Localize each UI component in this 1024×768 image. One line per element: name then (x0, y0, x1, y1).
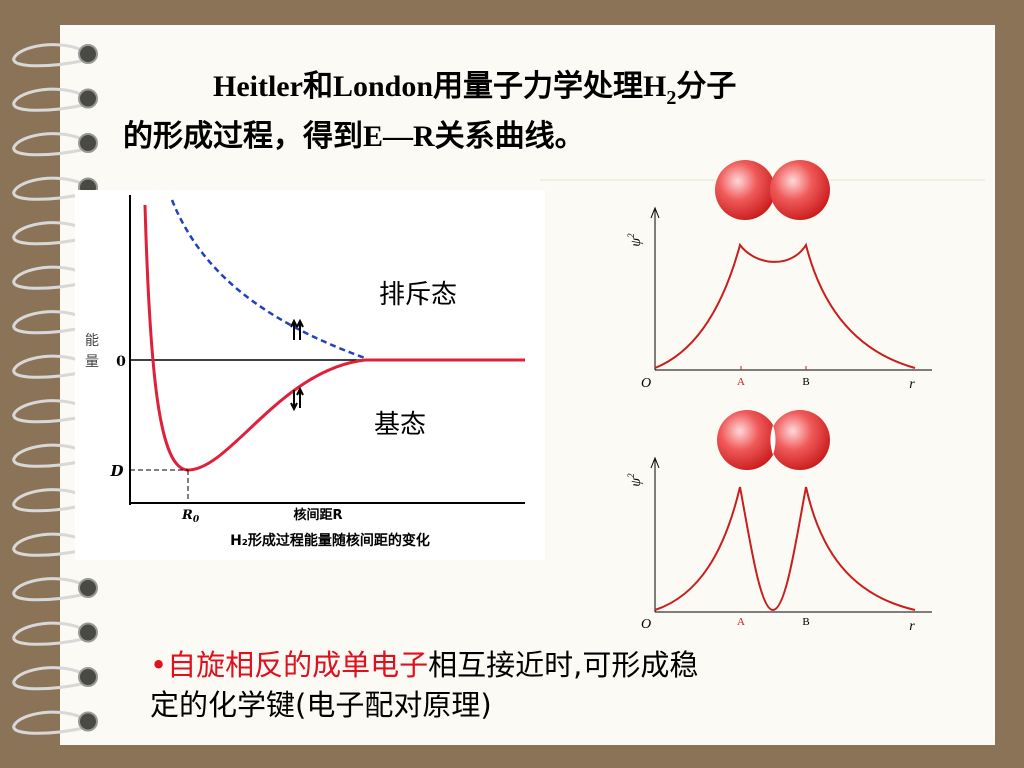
repulsive-label: 排斥态 (379, 280, 457, 310)
r0-subscript: 0 (193, 515, 200, 525)
ring-hole (78, 44, 98, 64)
bullet-line1: •自旋相反的成单电子相互接近时,可形成稳 (150, 648, 698, 682)
x-label: r (909, 377, 915, 392)
density-plot-top: ψ2 O A B r (626, 160, 932, 392)
node-gap (770, 425, 776, 455)
psi-sup: 2 (626, 473, 636, 478)
point-a: A (737, 376, 745, 388)
bullet-line2: 定的化学键(电子配对原理) (150, 688, 492, 722)
arrow (650, 206, 660, 219)
ring-hole (78, 88, 98, 109)
density-plot-bottom: ψ2 O A B r (626, 410, 932, 634)
atom (770, 160, 830, 220)
bullet-highlight: 自旋相反的成单电子 (167, 648, 428, 682)
y-axis-label: 量 (85, 354, 99, 370)
atom (715, 160, 775, 220)
x-label: r (909, 619, 915, 634)
ring-wire (12, 443, 87, 468)
psi-sup: 2 (626, 233, 636, 238)
ring-wire (12, 621, 87, 646)
ring-wire (12, 310, 87, 335)
title-text: Heitler和London用量子力学处理H (213, 69, 666, 103)
ring-wire (12, 176, 87, 201)
parallel-spins (290, 318, 304, 340)
x-axis-label: 核间距R (293, 507, 342, 523)
r0-main: R (181, 508, 193, 523)
ring-wire (12, 43, 87, 68)
psi: ψ (629, 478, 644, 487)
atom (770, 410, 830, 470)
point-a: A (737, 616, 745, 628)
title-text: 分子 (676, 70, 736, 103)
energy-diagram: 能 量 0 D R0 核间距R H₂形成过程能量随核间距的变化 (75, 190, 545, 560)
antiparallel-spins (290, 386, 304, 412)
title-line1: Heitler和London用量子力学处理H2分子 (213, 69, 736, 109)
atom (717, 410, 777, 470)
bullet-marker: • (150, 648, 167, 682)
ring-wire (12, 132, 87, 157)
ring-wire (12, 399, 87, 424)
r0-label: R0 (181, 508, 200, 525)
bullet-text: 相互接近时,可形成稳 (428, 648, 698, 682)
point-b: B (802, 616, 809, 628)
ring-wire (12, 221, 87, 246)
repulsive-curve (170, 199, 366, 360)
ring-wire (12, 488, 87, 513)
title-line2: 的形成过程，得到E—R关系曲线。 (123, 120, 585, 153)
zero-label: 0 (116, 354, 126, 370)
origin: O (641, 376, 651, 391)
psi: ψ (629, 238, 644, 247)
ground-label: 基态 (374, 410, 426, 440)
ring-hole (78, 711, 98, 732)
y-label: ψ2 (626, 233, 644, 247)
origin: O (641, 617, 651, 632)
ring-wire (12, 666, 87, 691)
ring-hole (78, 578, 98, 598)
ring-wire (12, 87, 87, 112)
ring-wire (12, 577, 87, 602)
title-subscript: 2 (666, 87, 676, 109)
ring-hole (78, 622, 98, 643)
arrow (650, 456, 660, 469)
point-b: B (802, 376, 809, 388)
y-label: ψ2 (626, 473, 644, 487)
ring-hole (78, 133, 98, 153)
caption: H₂形成过程能量随核间距的变化 (230, 532, 430, 549)
ring-wire (12, 265, 87, 290)
depth-label: D (109, 462, 123, 480)
ring-wire (12, 710, 87, 735)
density-curve (654, 486, 916, 612)
ring-wire (12, 354, 87, 379)
density-curve (654, 242, 916, 369)
ring-hole (78, 667, 98, 687)
ring-wire (12, 532, 87, 557)
y-axis-label: 能 (85, 333, 99, 349)
